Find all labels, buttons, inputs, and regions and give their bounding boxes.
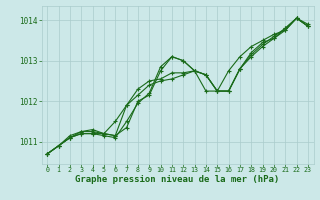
X-axis label: Graphe pression niveau de la mer (hPa): Graphe pression niveau de la mer (hPa) [76,175,280,184]
